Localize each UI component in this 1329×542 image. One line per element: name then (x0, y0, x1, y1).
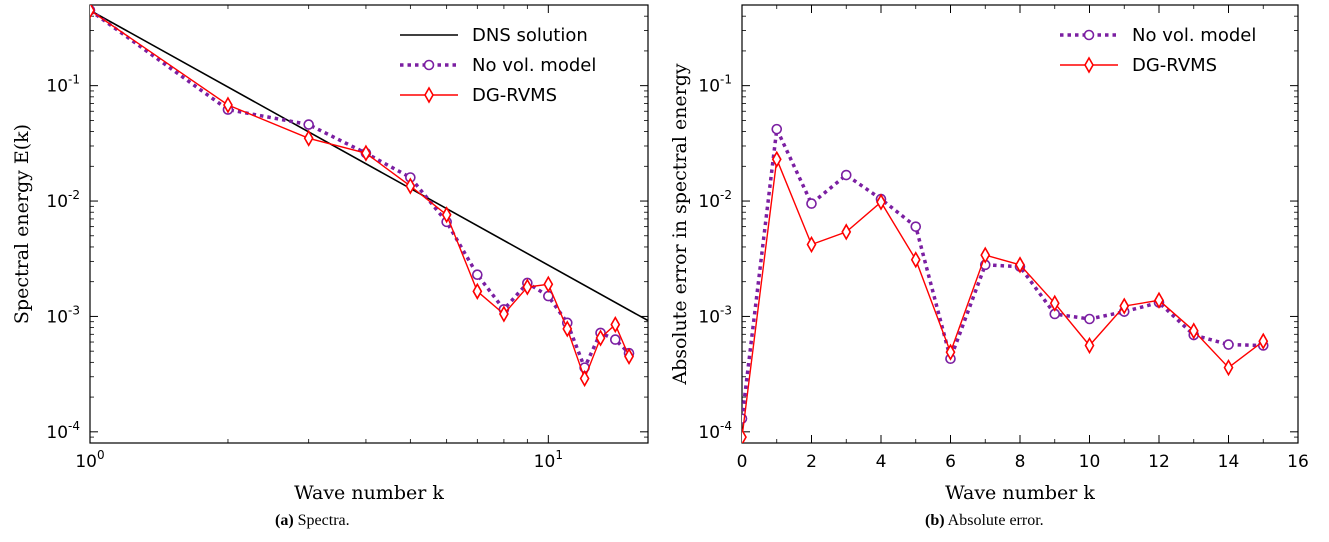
caption-b-text: Absolute error. (944, 512, 1044, 529)
data-point-circle (910, 221, 922, 232)
data-point-diamond (223, 96, 233, 114)
data-point-diamond (498, 305, 509, 323)
legend-label: DG-RVMS (472, 85, 557, 106)
data-point-circle (303, 119, 314, 130)
data-point-diamond (90, 5, 95, 19)
data-point-diamond (910, 251, 921, 269)
legend: DNS solution No vol. model DG-RVMS (400, 25, 596, 106)
data-point-diamond (1154, 291, 1164, 309)
data-point-circle (423, 59, 435, 71)
y-axis-label: Absolute error in spectral energy (669, 63, 691, 386)
caption-a: (a) Spectra. (275, 512, 350, 530)
axes-frame (89, 4, 649, 444)
y-tick-label: 10-4 (698, 419, 732, 443)
data-point-circle (771, 123, 783, 135)
x-tick-label: 2 (806, 452, 817, 472)
data-point-circle (472, 269, 483, 280)
data-point-circle (1223, 339, 1234, 350)
data-point-diamond (624, 347, 634, 366)
data-point-diamond (562, 320, 573, 338)
data-point-diamond (579, 369, 590, 388)
y-tick-label: 10-1 (46, 73, 80, 97)
x-tick-label: 16 (1287, 452, 1309, 472)
plot-area (742, 122, 1269, 443)
x-tick-label: 4 (876, 452, 887, 472)
data-point-diamond (841, 223, 852, 241)
series-line-dg-rvms (742, 156, 1264, 438)
data-point-diamond (876, 193, 886, 211)
data-point-diamond (361, 144, 371, 162)
data-point-circle (609, 334, 621, 345)
x-axis-label: Wave number k (294, 482, 444, 504)
data-point-diamond (742, 428, 747, 443)
data-point-diamond (1188, 322, 1199, 340)
chart-panel-b: 10-1 10-2 10-3 10-40 2 4 6 8 10 12 14 16 Wave number… (669, 4, 1309, 504)
legend: No vol. model DG-RVMS (1060, 25, 1256, 76)
data-point-diamond (1084, 56, 1094, 74)
y-tick-label: 10-3 (46, 303, 80, 327)
data-point-diamond (405, 177, 416, 195)
data-point-diamond (441, 206, 452, 224)
data-point-diamond (980, 246, 991, 264)
caption-b: (b) Absolute error. (925, 512, 1044, 530)
data-point-diamond (1084, 336, 1095, 355)
data-point-circle (1083, 29, 1095, 41)
x-tick-label: 8 (1015, 452, 1026, 472)
y-tick-label: 10-1 (698, 73, 732, 97)
series-line-no-vol-model (90, 8, 631, 373)
data-point-diamond (945, 343, 956, 361)
data-point-circle (840, 169, 852, 181)
data-point-diamond (1258, 332, 1269, 350)
legend-label: No vol. model (472, 55, 596, 76)
plot-area (90, 5, 648, 388)
chart-panel-a: 10-1 10-2 10-3 10-4 100 101 Wave number k Spect… (11, 4, 649, 504)
data-point-diamond (543, 275, 554, 293)
x-tick-label: 100 (75, 448, 104, 472)
x-tick-label: 14 (1218, 452, 1240, 472)
data-point-diamond (595, 329, 606, 347)
data-point-diamond (1119, 297, 1130, 315)
legend-label: No vol. model (1132, 25, 1256, 46)
caption-b-number: (b) (925, 512, 945, 529)
data-point-circle (806, 198, 817, 209)
y-axis-label: Spectral energy E(k) (11, 124, 33, 324)
x-axis-label: Wave number k (945, 482, 1095, 504)
data-point-diamond (1223, 359, 1234, 377)
data-point-diamond (424, 86, 434, 104)
x-tick-label: 10 (1079, 452, 1101, 472)
legend-label: DG-RVMS (1132, 55, 1217, 76)
caption-a-number: (a) (275, 512, 294, 529)
series-line-no-vol-model (742, 122, 1264, 419)
caption-a-text: Spectra. (293, 512, 350, 529)
data-point-diamond (610, 315, 621, 334)
data-point-diamond (806, 235, 817, 254)
x-tick-label: 12 (1148, 452, 1170, 472)
series-line-dns-solution (90, 9, 648, 322)
y-tick-label: 10-2 (698, 188, 732, 212)
legend-label: DNS solution (472, 25, 588, 46)
x-tick-label: 6 (945, 452, 956, 472)
data-point-circle (1084, 313, 1095, 325)
data-point-diamond (303, 129, 314, 147)
data-point-diamond (1049, 294, 1060, 312)
x-tick-label: 101 (534, 448, 563, 472)
y-tick-label: 10-4 (46, 419, 80, 443)
y-tick-label: 10-3 (698, 303, 732, 327)
data-point-diamond (522, 278, 533, 296)
data-point-diamond (472, 282, 483, 300)
y-tick-label: 10-2 (46, 188, 80, 212)
data-point-diamond (1015, 256, 1025, 274)
x-tick-label: 0 (737, 452, 748, 472)
data-point-diamond (771, 150, 782, 168)
